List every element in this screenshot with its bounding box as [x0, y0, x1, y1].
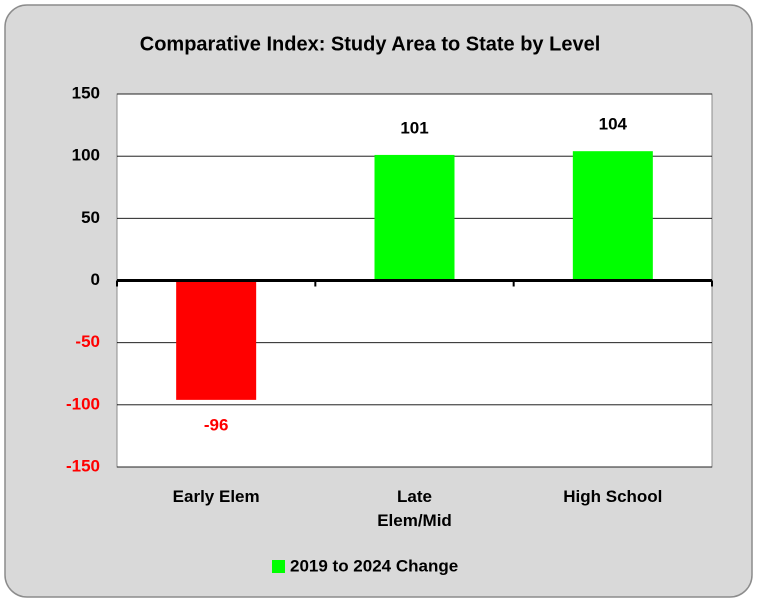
y-tick-label: 50 [81, 208, 100, 227]
y-tick-label: 150 [72, 83, 100, 102]
bar [572, 151, 653, 281]
y-tick-label: 0 [91, 270, 100, 289]
chart-title: Comparative Index: Study Area to State b… [140, 33, 601, 55]
bar [374, 154, 455, 281]
legend-label: 2019 to 2024 Change [290, 556, 458, 575]
y-tick-label: -150 [66, 456, 100, 475]
y-tick-label: -100 [66, 394, 100, 413]
y-tick-label: 100 [72, 146, 100, 165]
x-tick-label: High School [563, 487, 663, 506]
x-tick-label: Late Elem/Mid [377, 487, 452, 530]
legend-swatch [272, 560, 285, 573]
data-label: -96 [204, 415, 229, 434]
data-label: 101 [400, 118, 428, 137]
bar [176, 280, 257, 400]
y-tick-label: -50 [75, 332, 100, 351]
x-tick-label: Early Elem [172, 487, 260, 506]
data-label: 104 [599, 115, 628, 134]
